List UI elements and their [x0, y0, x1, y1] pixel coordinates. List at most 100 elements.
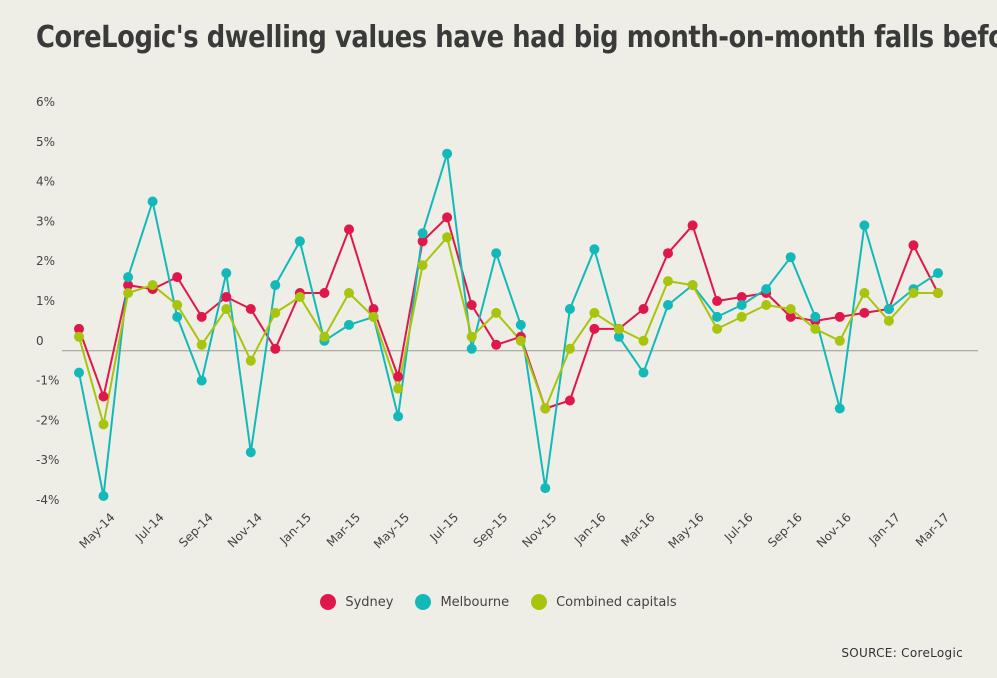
data-point-melbourne[interactable]: [564, 304, 575, 314]
data-point-melbourne[interactable]: [393, 411, 404, 422]
legend-item-sydney[interactable]: Sydney: [320, 594, 393, 610]
data-point-combined-capitals[interactable]: [319, 331, 330, 342]
data-point-melbourne[interactable]: [491, 248, 502, 259]
data-point-combined-capitals[interactable]: [74, 331, 84, 342]
data-point-combined-capitals[interactable]: [417, 260, 428, 271]
data-point-combined-capitals[interactable]: [687, 280, 698, 291]
data-point-melbourne[interactable]: [883, 304, 894, 314]
data-point-combined-capitals[interactable]: [613, 323, 624, 334]
data-point-combined-capitals[interactable]: [785, 304, 796, 314]
data-point-melbourne[interactable]: [270, 280, 281, 291]
data-point-sydney[interactable]: [98, 391, 109, 402]
data-point-combined-capitals[interactable]: [123, 288, 134, 298]
data-point-combined-capitals[interactable]: [663, 276, 673, 287]
data-point-sydney[interactable]: [785, 311, 796, 322]
data-point-melbourne[interactable]: [147, 196, 158, 207]
data-point-melbourne[interactable]: [245, 447, 256, 458]
data-point-sydney[interactable]: [344, 224, 354, 235]
data-point-melbourne[interactable]: [663, 300, 673, 310]
data-point-melbourne[interactable]: [712, 311, 723, 322]
data-point-combined-capitals[interactable]: [466, 331, 477, 342]
data-point-combined-capitals[interactable]: [540, 403, 551, 414]
data-point-combined-capitals[interactable]: [344, 288, 354, 298]
data-point-sydney[interactable]: [368, 304, 379, 314]
data-point-melbourne[interactable]: [221, 268, 232, 279]
data-point-combined-capitals[interactable]: [933, 288, 943, 298]
data-point-sydney[interactable]: [564, 395, 575, 406]
data-point-sydney[interactable]: [123, 280, 134, 291]
data-point-sydney[interactable]: [491, 339, 502, 350]
data-point-combined-capitals[interactable]: [589, 307, 600, 318]
data-point-combined-capitals[interactable]: [761, 300, 772, 310]
data-point-sydney[interactable]: [270, 343, 281, 354]
data-point-sydney[interactable]: [319, 288, 330, 298]
data-point-combined-capitals[interactable]: [491, 307, 502, 318]
data-point-melbourne[interactable]: [123, 272, 134, 283]
data-point-combined-capitals[interactable]: [859, 288, 870, 298]
data-point-combined-capitals[interactable]: [564, 343, 575, 354]
y-tick-label: 6%: [36, 95, 55, 109]
data-point-sydney[interactable]: [712, 296, 723, 306]
data-point-melbourne[interactable]: [344, 319, 354, 330]
data-point-combined-capitals[interactable]: [393, 383, 404, 394]
data-point-combined-capitals[interactable]: [245, 355, 256, 366]
data-point-sydney[interactable]: [196, 311, 207, 322]
data-point-sydney[interactable]: [74, 323, 84, 334]
data-point-melbourne[interactable]: [638, 367, 649, 378]
data-point-sydney[interactable]: [736, 292, 747, 302]
data-point-sydney[interactable]: [908, 240, 919, 251]
data-point-sydney[interactable]: [589, 323, 600, 334]
data-point-melbourne[interactable]: [540, 483, 551, 494]
data-point-melbourne[interactable]: [515, 319, 526, 330]
data-point-combined-capitals[interactable]: [270, 307, 281, 318]
data-point-melbourne[interactable]: [589, 244, 600, 255]
data-point-sydney[interactable]: [663, 248, 673, 259]
data-point-combined-capitals[interactable]: [368, 311, 379, 322]
data-point-melbourne[interactable]: [834, 403, 845, 414]
data-point-combined-capitals[interactable]: [736, 311, 747, 322]
data-point-combined-capitals[interactable]: [638, 335, 649, 346]
data-point-combined-capitals[interactable]: [834, 335, 845, 346]
data-point-sydney[interactable]: [834, 311, 845, 322]
data-point-combined-capitals[interactable]: [515, 335, 526, 346]
data-point-melbourne[interactable]: [74, 367, 84, 378]
data-point-melbourne[interactable]: [736, 300, 747, 310]
data-point-combined-capitals[interactable]: [98, 419, 109, 430]
data-point-melbourne[interactable]: [442, 148, 453, 159]
legend-item-combined-capitals[interactable]: Combined capitals: [531, 594, 677, 610]
data-point-combined-capitals[interactable]: [442, 232, 453, 243]
data-point-combined-capitals[interactable]: [196, 339, 207, 350]
data-point-sydney[interactable]: [466, 300, 477, 310]
data-point-sydney[interactable]: [221, 292, 232, 302]
data-point-combined-capitals[interactable]: [883, 315, 894, 326]
data-point-combined-capitals[interactable]: [294, 292, 305, 302]
data-point-combined-capitals[interactable]: [712, 323, 723, 334]
data-point-sydney[interactable]: [393, 371, 404, 382]
data-point-sydney[interactable]: [442, 212, 453, 223]
x-tick-label: May-16: [666, 510, 707, 551]
data-point-sydney[interactable]: [638, 304, 649, 314]
data-point-melbourne[interactable]: [172, 311, 183, 322]
data-point-melbourne[interactable]: [859, 220, 870, 231]
data-point-combined-capitals[interactable]: [172, 300, 183, 310]
data-point-melbourne[interactable]: [933, 268, 943, 279]
data-point-melbourne[interactable]: [98, 491, 109, 501]
data-point-sydney[interactable]: [172, 272, 183, 283]
data-point-melbourne[interactable]: [466, 343, 477, 354]
data-point-sydney[interactable]: [417, 236, 428, 247]
data-point-melbourne[interactable]: [294, 236, 305, 247]
data-point-sydney[interactable]: [859, 307, 870, 318]
data-point-melbourne[interactable]: [196, 375, 207, 386]
data-point-melbourne[interactable]: [785, 252, 796, 263]
data-point-sydney[interactable]: [245, 304, 256, 314]
legend-item-melbourne[interactable]: Melbourne: [415, 594, 509, 610]
data-point-melbourne[interactable]: [810, 311, 821, 322]
data-point-melbourne[interactable]: [613, 331, 624, 342]
data-point-melbourne[interactable]: [761, 284, 772, 295]
data-point-combined-capitals[interactable]: [908, 288, 919, 298]
data-point-melbourne[interactable]: [417, 228, 428, 239]
data-point-combined-capitals[interactable]: [221, 304, 232, 314]
data-point-combined-capitals[interactable]: [147, 280, 158, 291]
data-point-sydney[interactable]: [687, 220, 698, 231]
data-point-combined-capitals[interactable]: [810, 323, 821, 334]
